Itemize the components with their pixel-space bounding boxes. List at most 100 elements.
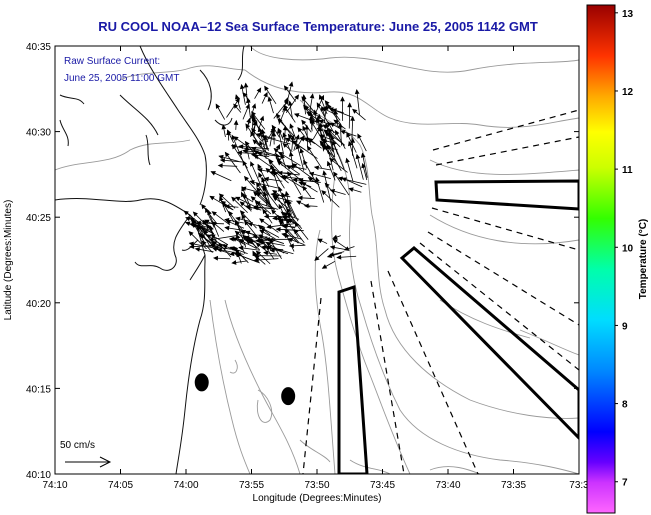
sampling-regions (337, 179, 579, 474)
current-vector (283, 223, 296, 229)
colorbar-tick-label: 13 (622, 9, 634, 20)
current-vector (303, 105, 326, 122)
current-vector (233, 119, 239, 130)
current-vector (306, 111, 319, 121)
y-tick-label: 40:30 (26, 128, 51, 139)
current-vector (275, 113, 293, 138)
colorbar-tick-label: 8 (622, 400, 628, 411)
current-vector (324, 131, 341, 148)
current-vector (263, 176, 283, 182)
current-vector (297, 195, 315, 201)
current-vector (238, 239, 257, 249)
current-vector (321, 260, 336, 269)
current-vector (255, 250, 271, 265)
current-vector (250, 161, 263, 188)
current-vector (308, 171, 331, 180)
current-vector (280, 174, 302, 180)
current-vector (337, 176, 367, 185)
current-vector (293, 228, 305, 243)
current-vector (271, 209, 282, 220)
current-vector (282, 97, 289, 113)
current-vector (282, 125, 288, 143)
x-tick-label: 74:05 (108, 480, 133, 491)
current-vector (239, 210, 257, 229)
current-vector (360, 152, 368, 178)
current-vector (269, 238, 282, 260)
current-vector (347, 140, 358, 169)
current-vector (357, 133, 367, 152)
current-vector (253, 204, 275, 210)
current-vector (227, 129, 234, 144)
current-vector (260, 245, 284, 251)
current-vector (287, 81, 294, 100)
x-tick-label: 73:45 (370, 480, 395, 491)
current-vector (287, 100, 293, 119)
inset-label: Raw Surface Current: (64, 56, 160, 67)
y-tick-label: 40:25 (26, 213, 51, 224)
current-vector (188, 241, 213, 249)
current-vector (316, 102, 329, 124)
current-vector (274, 144, 281, 156)
current-vector (285, 94, 300, 113)
current-vector (286, 165, 301, 175)
x-tick-label: 73:35 (501, 480, 526, 491)
x-tick-label: 73:40 (435, 480, 460, 491)
current-vector (241, 186, 263, 194)
current-vector (213, 255, 231, 261)
current-vector (231, 260, 248, 265)
current-vector (258, 115, 265, 129)
current-vector (289, 123, 298, 143)
current-vector (231, 196, 248, 214)
current-vector (219, 195, 227, 213)
current-vector (236, 251, 242, 264)
chart-title: RU COOL NOAA–12 Sea Surface Temperature:… (98, 19, 538, 34)
bathymetry-contours (55, 46, 579, 474)
current-vector (218, 154, 239, 162)
scale-label: 50 cm/s (60, 440, 95, 451)
x-axis-label: Longitude (Degrees:Minutes) (253, 493, 382, 504)
current-vector (321, 145, 335, 158)
station-marker (281, 387, 296, 406)
current-vector (333, 171, 350, 196)
inset-time: June 25, 2005 11:00 GMT (64, 73, 179, 84)
current-vector (324, 182, 337, 197)
current-vector (332, 234, 341, 240)
current-vector (228, 210, 245, 233)
current-vector (242, 92, 251, 102)
y-tick-label: 40:20 (26, 299, 51, 310)
current-vector (348, 187, 362, 193)
current-vector (272, 190, 284, 198)
current-vector (246, 97, 251, 118)
current-vector (290, 134, 296, 151)
current-vector (285, 232, 295, 252)
current-vector (261, 176, 271, 203)
current-vector (276, 128, 285, 155)
colorbar-ticks: 13 12 11 10 9 8 7 (615, 9, 634, 489)
y-axis-label: Latitude (Degrees:Minutes) (3, 200, 14, 321)
current-vector (334, 129, 346, 149)
current-vector (284, 190, 290, 207)
current-vector (234, 94, 241, 110)
current-vector (257, 163, 270, 188)
current-vector (259, 218, 279, 233)
station-marker (194, 373, 209, 392)
current-vector (241, 194, 254, 203)
colorbar-tick-label: 12 (622, 87, 634, 98)
current-vector (302, 185, 312, 198)
current-vector (254, 87, 262, 99)
current-vector (234, 230, 250, 244)
current-vector (326, 103, 342, 126)
current-vector (261, 91, 268, 104)
current-vector (332, 238, 350, 251)
current-vector (319, 122, 327, 142)
current-vector (253, 191, 272, 209)
current-vector (250, 113, 256, 130)
current-vector (262, 208, 273, 224)
y-tick-label: 40:10 (26, 470, 51, 481)
current-vector (253, 154, 279, 173)
current-vector (326, 160, 336, 181)
current-vector (275, 227, 304, 232)
current-vector (293, 113, 319, 124)
current-vector (221, 124, 227, 138)
x-tick-label: 73:3 (569, 480, 589, 491)
